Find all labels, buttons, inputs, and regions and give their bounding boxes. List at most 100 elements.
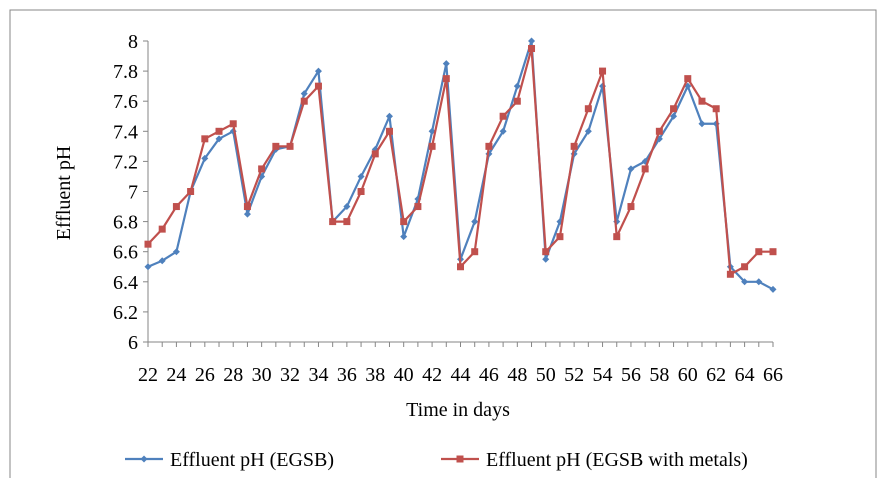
data-point <box>542 248 550 256</box>
x-tick-label: 62 <box>706 364 726 386</box>
data-point <box>158 225 166 233</box>
y-tick-label: 6.8 <box>113 212 138 234</box>
data-point <box>627 165 635 173</box>
data-point <box>314 82 322 90</box>
legend-item: Effluent pH (EGSB) <box>125 449 334 471</box>
data-point <box>599 67 607 75</box>
data-point <box>343 218 351 226</box>
x-tick-label: 36 <box>337 364 357 386</box>
data-point <box>300 90 308 98</box>
y-tick-label: 6.4 <box>113 272 138 294</box>
x-tick-label: 44 <box>451 364 471 386</box>
data-point <box>201 135 209 143</box>
data-point <box>613 233 621 241</box>
data-point <box>158 257 166 265</box>
data-point <box>286 142 294 150</box>
data-point <box>627 203 635 211</box>
x-tick-label: 30 <box>252 364 272 386</box>
data-point <box>755 278 763 286</box>
data-point <box>428 142 436 150</box>
y-tick-label: 7.4 <box>113 121 138 143</box>
data-point <box>172 203 180 211</box>
data-point <box>513 97 521 105</box>
data-point <box>215 135 223 143</box>
data-point <box>172 248 180 256</box>
data-point <box>400 233 408 241</box>
x-tick-label: 42 <box>422 364 442 386</box>
data-point <box>300 97 308 105</box>
data-point <box>414 203 422 211</box>
x-tick-label: 54 <box>593 364 613 386</box>
x-tick-label: 32 <box>280 364 300 386</box>
data-point <box>570 142 578 150</box>
data-point <box>499 112 507 120</box>
data-point <box>215 127 223 135</box>
x-tick-label: 40 <box>394 364 414 386</box>
data-point <box>357 188 365 195</box>
series-2 <box>144 45 777 278</box>
data-point <box>457 263 464 271</box>
data-point <box>229 120 237 128</box>
x-tick-label: 48 <box>507 364 527 386</box>
y-tick-label: 7.6 <box>113 91 138 113</box>
data-point <box>343 203 351 211</box>
data-point <box>584 127 592 135</box>
data-point <box>371 150 379 158</box>
data-point <box>769 248 777 256</box>
data-point <box>485 142 493 150</box>
data-point <box>670 112 678 120</box>
x-tick-label: 52 <box>564 364 584 386</box>
data-point <box>187 188 195 195</box>
data-point <box>243 210 251 218</box>
legend-item: Effluent pH (EGSB with metals) <box>441 449 748 471</box>
data-point <box>499 127 507 135</box>
legend-label: Effluent pH (EGSB with metals) <box>486 449 748 471</box>
data-point <box>684 75 692 83</box>
y-tick-label: 6.2 <box>113 302 138 324</box>
x-tick-label: 58 <box>649 364 669 386</box>
data-point <box>442 60 450 68</box>
data-point <box>698 120 706 128</box>
x-axis-title: Time in days <box>406 399 510 421</box>
x-tick-label: 38 <box>365 364 385 386</box>
data-point <box>471 218 479 226</box>
data-point <box>201 154 209 162</box>
legend: Effluent pH (EGSB) Effluent pH (EGSB with… <box>125 449 748 471</box>
legend-marker <box>140 455 148 463</box>
data-point <box>272 142 280 150</box>
data-point <box>741 278 749 286</box>
y-tick-label: 7.8 <box>113 61 138 83</box>
data-point <box>528 37 536 45</box>
x-tick-label: 64 <box>735 364 755 386</box>
x-tick-label: 60 <box>678 364 698 386</box>
data-point <box>670 105 678 113</box>
data-point <box>726 270 734 278</box>
data-point <box>655 127 663 135</box>
data-point <box>741 263 749 271</box>
data-point <box>243 203 251 211</box>
chart-border <box>9 9 877 483</box>
legend-label: Effluent pH (EGSB) <box>170 449 334 471</box>
data-point <box>385 112 393 120</box>
data-point <box>385 127 393 135</box>
y-tick-label: 6.6 <box>113 242 138 264</box>
data-point <box>584 105 592 113</box>
x-tick-label: 34 <box>308 364 328 386</box>
x-tick-label: 28 <box>223 364 243 386</box>
x-tick-label: 26 <box>195 364 215 386</box>
data-point <box>329 218 337 226</box>
data-point <box>314 67 322 75</box>
data-point <box>144 263 152 271</box>
data-point <box>258 165 266 173</box>
data-point <box>542 255 550 263</box>
data-point <box>712 105 720 113</box>
legend-marker <box>456 455 464 463</box>
y-tick-label: 7.2 <box>113 151 138 173</box>
x-tick-label: 56 <box>621 364 641 386</box>
data-point <box>769 285 777 293</box>
data-point <box>442 75 450 83</box>
data-point <box>528 45 536 53</box>
data-point <box>755 248 763 256</box>
